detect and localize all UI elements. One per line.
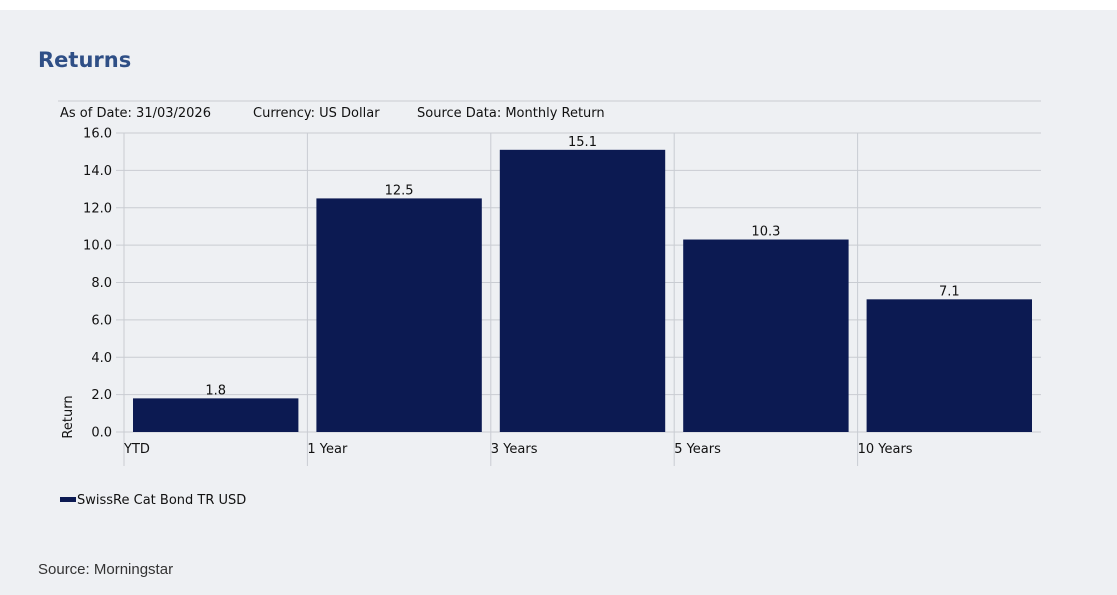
bar[interactable]	[316, 198, 482, 432]
x-tick-label: 1 Year	[307, 442, 348, 457]
y-tick-label: 4.0	[91, 351, 112, 366]
y-axis-ticks: 0.0 2.0 4.0 6.0 8.0 10.0 12.0 14.0 16.0	[83, 127, 112, 441]
bar[interactable]	[683, 239, 849, 432]
y-axis-label: Return	[61, 395, 76, 438]
y-tick-label: 14.0	[83, 164, 112, 179]
x-axis-ticks: YTD 1 Year 3 Years 5 Years 10 Years	[123, 442, 913, 457]
bar[interactable]	[133, 398, 299, 432]
legend-label: SwissRe Cat Bond TR USD	[77, 493, 246, 508]
y-tick-label: 2.0	[91, 388, 112, 403]
source-data-label: Source Data: Monthly Return	[417, 106, 605, 121]
y-tick-label: 10.0	[83, 239, 112, 254]
page-title: Returns	[38, 48, 132, 72]
y-tick-label: 8.0	[91, 276, 112, 291]
as-of-date: As of Date: 31/03/2026	[60, 106, 211, 121]
legend[interactable]: SwissRe Cat Bond TR USD	[60, 493, 246, 508]
y-tick-label: 0.0	[91, 426, 112, 441]
bar[interactable]	[866, 299, 1032, 432]
data-label: 7.1	[939, 284, 960, 299]
returns-bar-chart: As of Date: 31/03/2026 Currency: US Doll…	[58, 100, 1041, 508]
data-label: 1.8	[205, 383, 226, 398]
x-tick-label: 3 Years	[491, 442, 538, 457]
bar[interactable]	[499, 149, 666, 432]
currency-label: Currency: US Dollar	[253, 106, 380, 121]
data-labels: 1.8 12.5 15.1 10.3 7.1	[205, 135, 959, 399]
y-tick-label: 12.0	[83, 201, 112, 216]
data-label: 12.5	[385, 183, 414, 198]
x-tick-label: 5 Years	[674, 442, 721, 457]
legend-swatch	[60, 497, 76, 502]
y-tick-label: 6.0	[91, 313, 112, 328]
source-note: Source: Morningstar	[38, 561, 174, 578]
x-tick-label: 10 Years	[858, 442, 913, 457]
bars	[133, 149, 1032, 432]
data-label: 10.3	[751, 225, 780, 240]
returns-panel: Returns As of Date: 31/03/2026 Currency:…	[0, 10, 1117, 595]
x-tick-label: YTD	[123, 442, 150, 457]
data-label: 15.1	[568, 135, 597, 150]
y-tick-label: 16.0	[83, 127, 112, 142]
